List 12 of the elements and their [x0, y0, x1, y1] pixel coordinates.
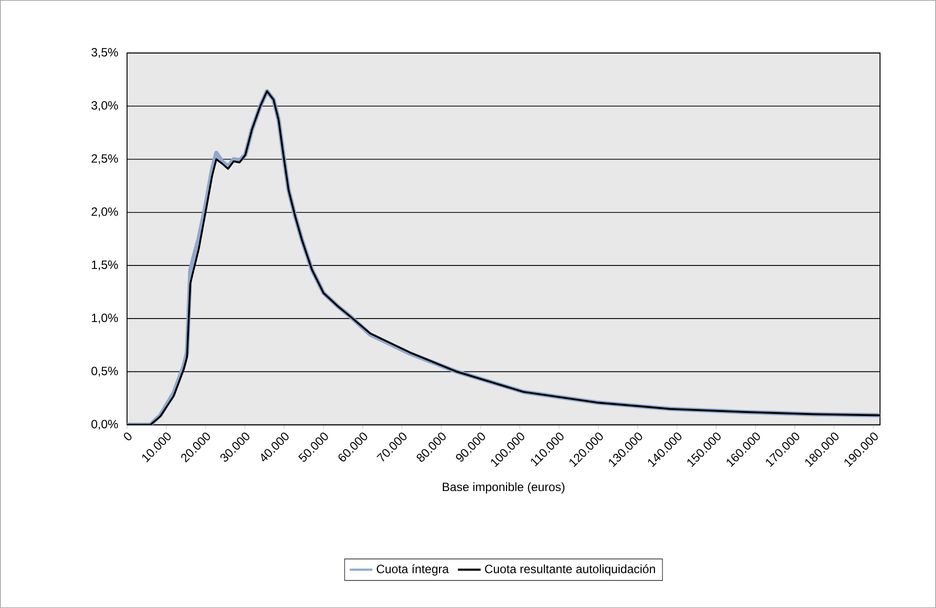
y-tick-label: 1,0% [92, 314, 118, 324]
x-axis-title: Base imponible (euros) [442, 482, 564, 494]
y-tick-label: 2,5% [92, 154, 118, 164]
y-tick-label: 3,5% [91, 48, 118, 58]
x-tick-label: 0 [124, 432, 132, 440]
y-tick-label: 1,5% [92, 260, 118, 270]
y-tick-label: 0,5% [91, 366, 118, 377]
y-tick-label: 0,0% [91, 420, 118, 430]
legend-label: Cuota resultante autoliquidación [485, 564, 655, 576]
legend-label: Cuota íntegra [376, 564, 449, 576]
y-tick-label: 3,0% [91, 101, 118, 111]
y-tick-label: 2,0% [92, 207, 118, 218]
